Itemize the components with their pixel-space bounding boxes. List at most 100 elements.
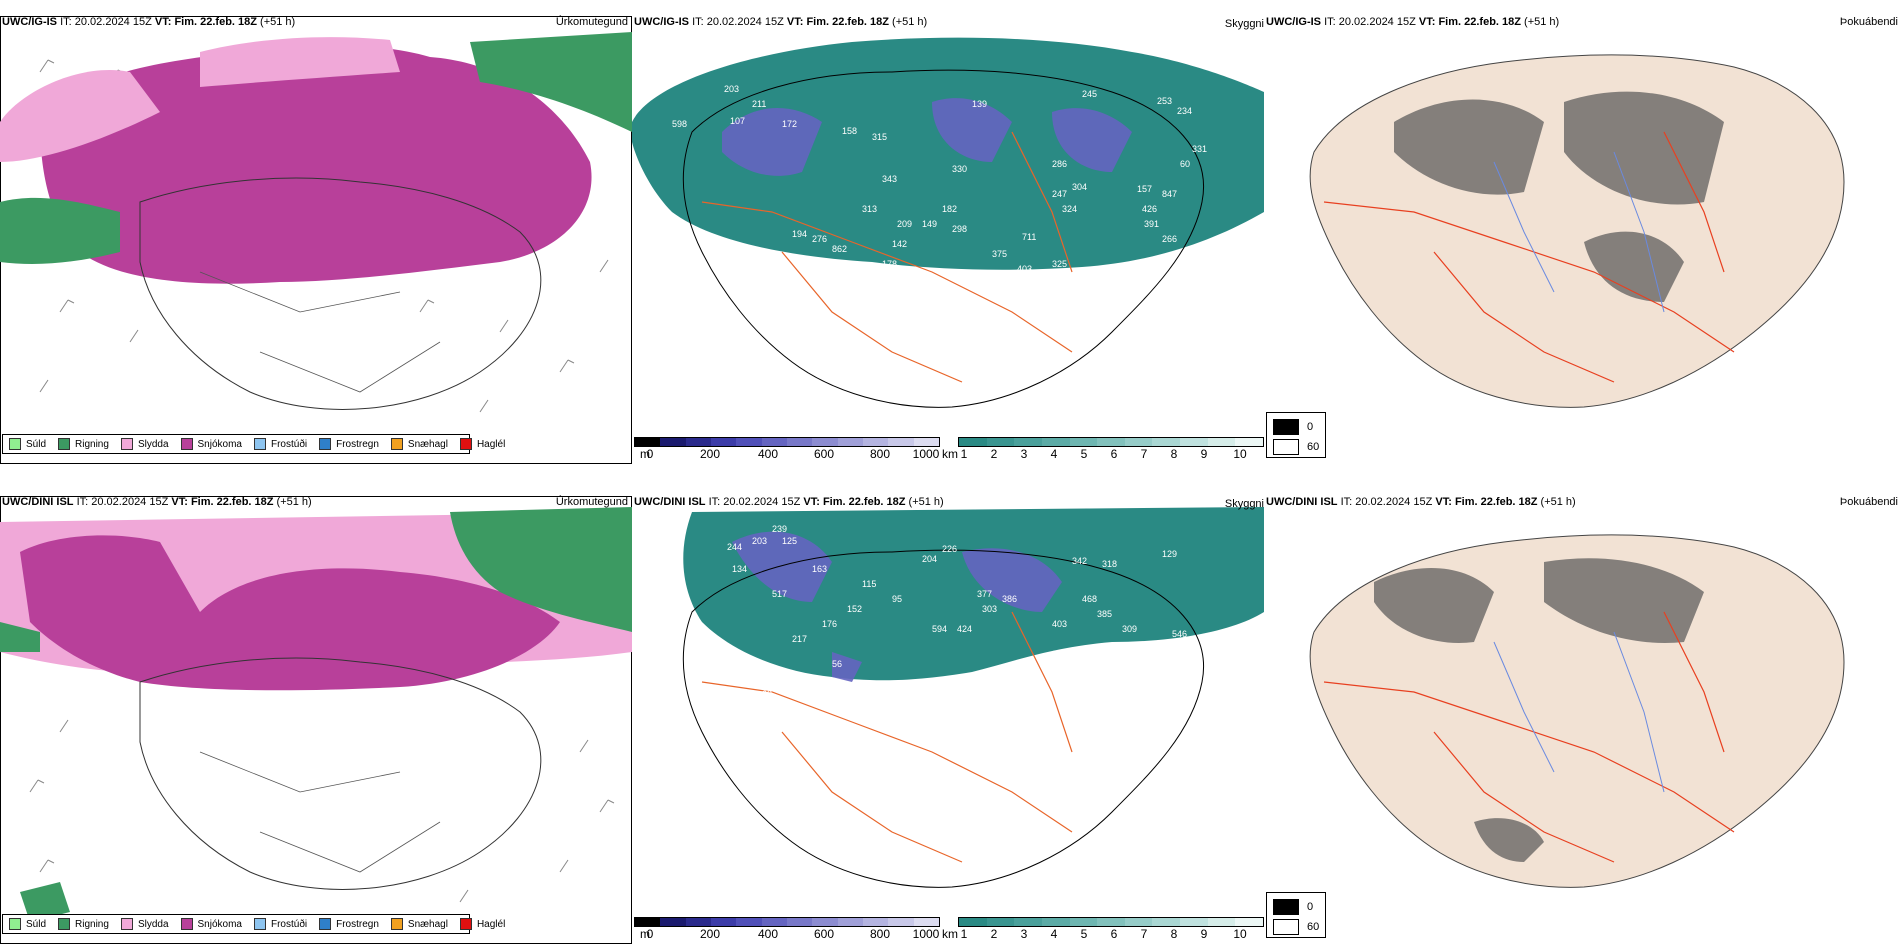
roads (199, 751, 441, 873)
colorbar-tick: 200 (699, 447, 721, 461)
height-label: 176 (822, 619, 837, 629)
height-label: 217 (792, 634, 807, 644)
legend-item: Snjókoma (180, 438, 242, 450)
fog-swatch (1273, 419, 1299, 435)
rivers (1493, 631, 1665, 793)
colorbar-tick: 1000 (912, 927, 940, 941)
rain-area-2 (0, 622, 70, 922)
precip-panel-bottom: UWC/DINI ISL IT: 20.02.2024 15Z VT: Fim.… (0, 492, 632, 944)
height-label: 377 (977, 589, 992, 599)
height-label: 129 (1162, 549, 1177, 559)
visibility-colorbar-cells (958, 917, 1264, 927)
colorbar-tick: 6 (1110, 447, 1118, 461)
visibility-colorbar-bottom: km 1 2 3 4 5 6 7 8 9 10 (942, 917, 1264, 941)
colorbar-tick: 9 (1200, 927, 1208, 941)
height-label: 343 (882, 174, 897, 184)
colorbar-tick: 0 (646, 447, 654, 461)
island-outline (139, 657, 542, 890)
height-colorbar-labels: m 0 200 400 600 800 1000 (634, 927, 940, 941)
panel-variable: Skyggni (1224, 18, 1264, 30)
legend-item: Slydda (120, 438, 169, 450)
height-label: 139 (972, 99, 987, 109)
legend-item: Frostregn (319, 438, 379, 450)
fog-swatch (1273, 899, 1299, 915)
height-colorbar-top: m 0 200 400 600 800 1000 (634, 437, 940, 461)
colorbar-tick: 10 (1233, 447, 1247, 461)
height-label: 517 (772, 589, 787, 599)
height-label: 426 (1142, 204, 1157, 214)
height-label: 163 (812, 564, 827, 574)
fog-legend-top: 0 60 (1266, 412, 1326, 458)
colorbar-tick: 1 (960, 927, 968, 941)
fog-panel-bottom: UWC/DINI ISL IT: 20.02.2024 15Z VT: Fim.… (1264, 492, 1900, 912)
height-label: 403 (1017, 264, 1032, 274)
height-label: 115 (862, 579, 876, 589)
legend-item: Rigning (58, 438, 109, 450)
colorbar-tick: 600 (813, 927, 835, 941)
height-label: 182 (942, 204, 957, 214)
panel-title: UWC/DINI ISL IT: 20.02.2024 15Z VT: Fim.… (634, 496, 944, 508)
legend-item: Súld (9, 918, 46, 930)
height-label: 158 (842, 126, 857, 136)
height-label: 95 (892, 594, 902, 604)
precip-map (0, 507, 632, 922)
height-label: 60 (1180, 159, 1190, 169)
height-label: 862 (832, 244, 847, 254)
low-visibility-area (683, 507, 1264, 681)
height-label: 598 (672, 119, 687, 129)
height-label: 160 (787, 689, 802, 699)
height-colorbar-bottom: m 0 200 400 600 800 1000 (634, 917, 940, 941)
height-label: 462 (662, 234, 677, 244)
height-label: 468 (1082, 594, 1097, 604)
height-label: 583 (1092, 279, 1107, 289)
height-label: 313 (862, 204, 877, 214)
panel-variable: Þokuábendi (1839, 496, 1898, 508)
legend-swatch (253, 918, 266, 930)
height-colorbar-unit: m (640, 447, 650, 461)
visibility-colorbar-top: km 1 2 3 4 5 6 7 8 9 10 (942, 437, 1264, 461)
legend-swatch (459, 438, 472, 450)
legend-swatch (180, 918, 193, 930)
visibility-colorbar-cells (958, 437, 1264, 447)
height-label: 276 (812, 234, 827, 244)
height-label: 204 (922, 554, 937, 564)
colorbar-tick: 8 (1170, 927, 1178, 941)
height-label: 157 (1137, 184, 1152, 194)
panel-title: UWC/DINI ISL IT: 20.02.2024 15Z VT: Fim.… (2, 496, 312, 508)
legend-item: Haglél (459, 438, 505, 450)
colorbar-tick: 6 (1110, 927, 1118, 941)
legend-swatch (180, 438, 193, 450)
legend-swatch (253, 438, 266, 450)
fog-map (1309, 54, 1845, 408)
height-label: 234 (1177, 106, 1192, 116)
fog-swatch (1273, 439, 1299, 455)
roads (199, 271, 441, 393)
height-label: 226 (942, 544, 957, 554)
sleet-area-2 (200, 37, 400, 87)
colorbar-tick: 4 (1050, 447, 1058, 461)
legend-swatch (120, 438, 133, 450)
colorbar-tick: 800 (869, 447, 891, 461)
colorbar-tick: 4 (1050, 927, 1058, 941)
height-labels: 203 211 139 245 172 107 598 315 158 343 … (662, 84, 1207, 289)
colorbar-tick: 200 (699, 927, 721, 941)
colorbar-tick: 2 (990, 447, 998, 461)
height-label: 178 (882, 259, 897, 269)
height-colorbar-unit: m (640, 927, 650, 941)
colorbar-tick: 8 (1170, 447, 1178, 461)
precip-frame (0, 496, 632, 944)
legend-swatch (319, 438, 332, 450)
height-label: 315 (872, 132, 887, 142)
snow-area (20, 535, 560, 691)
height-label: 318 (1102, 559, 1117, 569)
legend-swatch (390, 438, 403, 450)
fog-legend-bottom: 0 60 (1266, 892, 1326, 938)
visibility-colorbar-unit: km (942, 447, 958, 461)
high-terrain (722, 98, 1132, 176)
height-label: 331 (1192, 144, 1207, 154)
height-label: 424 (957, 624, 972, 634)
colorbar-tick: 2 (990, 927, 998, 941)
height-label: 203 (752, 536, 767, 546)
height-label: 391 (1144, 219, 1159, 229)
legend-item: Frostregn (319, 918, 379, 930)
